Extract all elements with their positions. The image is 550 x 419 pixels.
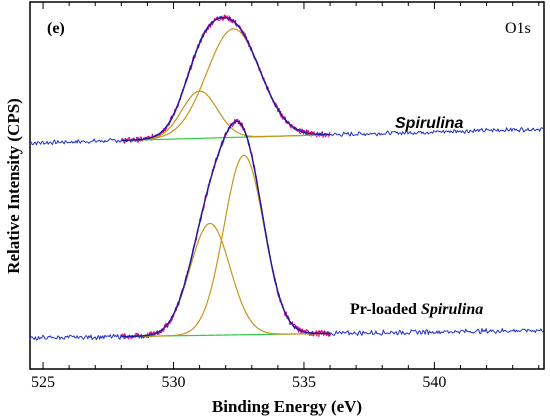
spectrum-2-fit-envelope xyxy=(121,120,331,338)
spectrum-label-bottom: Pr-loaded Spirulina xyxy=(350,301,483,318)
spectrum-1-component-1 xyxy=(121,90,331,142)
spectrum-label-bottom-name: Spirulina xyxy=(421,301,483,318)
panel-label: (e) xyxy=(47,20,65,37)
x-tick-label-525: 525 xyxy=(31,374,55,391)
x-axis-title: Binding Energy (eV) xyxy=(212,397,362,416)
spectrum-1-component-2 xyxy=(121,28,331,142)
spectrum-1-measured-line xyxy=(29,14,545,146)
y-axis-title: Relative Intensity (CPS) xyxy=(4,98,23,274)
spectra-layer xyxy=(29,14,545,341)
spectrum-label-top-name: Spirulina xyxy=(395,115,464,132)
spectrum-label-bottom-prefix: Pr-loaded xyxy=(350,301,421,318)
core-level-label: O1s xyxy=(505,20,531,37)
spectrum-2-component-1 xyxy=(121,222,331,338)
x-tick-label-530: 530 xyxy=(162,374,186,391)
spectrum-2-component-2 xyxy=(121,154,331,338)
spectrum-label-top: Spirulina xyxy=(395,115,464,132)
plot-frame xyxy=(29,1,545,370)
x-axis-ticks: 525 530 535 540 xyxy=(31,2,540,391)
spectrum-2-raw-data xyxy=(120,118,331,340)
x-tick-label-540: 540 xyxy=(422,374,446,391)
spectrum-1-fit-envelope xyxy=(121,16,331,142)
x-tick-label-535: 535 xyxy=(292,374,316,391)
